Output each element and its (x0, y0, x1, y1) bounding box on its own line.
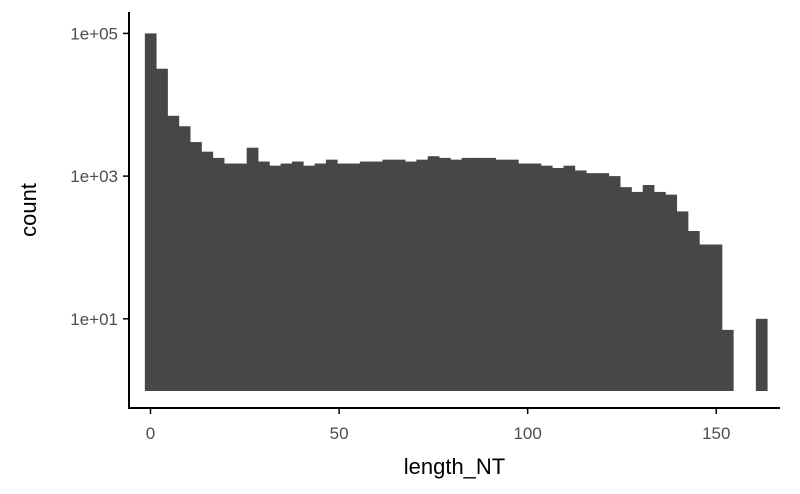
histogram-bar (529, 163, 542, 391)
histogram-bars (144, 33, 768, 392)
histogram-bar (371, 161, 383, 391)
histogram-bar (427, 156, 440, 391)
histogram-bar (257, 161, 270, 391)
histogram-bar (495, 159, 508, 391)
histogram-bar (676, 211, 689, 391)
histogram-bar (642, 185, 655, 391)
histogram-bar (461, 157, 474, 391)
histogram-bar (586, 173, 598, 391)
histogram-bar (314, 163, 327, 391)
histogram-bar (235, 163, 248, 391)
y-axis-ticks: 1e+01 1e+03 1e+05 (70, 24, 129, 329)
histogram-bar (608, 176, 621, 391)
x-axis-title: length_NT (404, 454, 506, 479)
histogram-bar (144, 33, 157, 392)
histogram-bar (484, 157, 497, 391)
histogram-bar (552, 167, 564, 391)
histogram-bar (631, 191, 644, 391)
histogram-bar (450, 159, 463, 391)
histogram-bar (201, 151, 214, 391)
histogram-bar (348, 163, 361, 391)
histogram-bar (303, 165, 315, 391)
histogram-bar (665, 194, 678, 391)
histogram-bar (654, 191, 666, 391)
y-tick-label: 1e+01 (70, 310, 118, 329)
histogram-bar (472, 157, 485, 391)
x-axis-ticks: 0 50 100 150 (146, 408, 730, 443)
histogram-bar (167, 115, 180, 392)
histogram-bar (416, 159, 429, 391)
axes (128, 12, 780, 409)
histogram-bar (540, 165, 553, 391)
histogram-bar (710, 244, 723, 391)
x-tick-label: 150 (702, 424, 730, 443)
histogram-bar (291, 161, 304, 391)
histogram-bar (755, 318, 768, 391)
y-tick-label: 1e+03 (70, 167, 118, 186)
histogram-bar (597, 173, 610, 391)
histogram-bar (506, 159, 519, 391)
histogram-bar (405, 161, 417, 391)
histogram-bar (190, 142, 202, 391)
histogram-bar (699, 244, 712, 391)
histogram-bar (269, 165, 282, 391)
x-tick-label: 50 (330, 424, 349, 443)
histogram-bar (246, 147, 259, 391)
histogram-bar (687, 231, 700, 391)
histogram-bar (518, 163, 530, 391)
x-tick-label: 0 (146, 424, 155, 443)
histogram-bar (382, 159, 395, 391)
x-tick-label: 100 (513, 424, 541, 443)
histogram-bar (224, 163, 236, 391)
histogram-bar (337, 163, 349, 391)
histogram-bar (393, 159, 406, 391)
histogram-bar (156, 68, 168, 391)
histogram-bar (439, 157, 451, 391)
histogram-bar (359, 161, 372, 391)
histogram-bar (563, 165, 576, 391)
y-axis-title: count (16, 183, 41, 237)
y-tick-label: 1e+05 (70, 24, 118, 43)
histogram-bar (574, 170, 587, 391)
histogram-bar (178, 126, 191, 391)
histogram-bar (721, 329, 734, 391)
histogram-bar (620, 187, 632, 391)
histogram-bar (212, 157, 225, 391)
histogram-bar (280, 163, 293, 391)
histogram-bar (325, 159, 338, 391)
